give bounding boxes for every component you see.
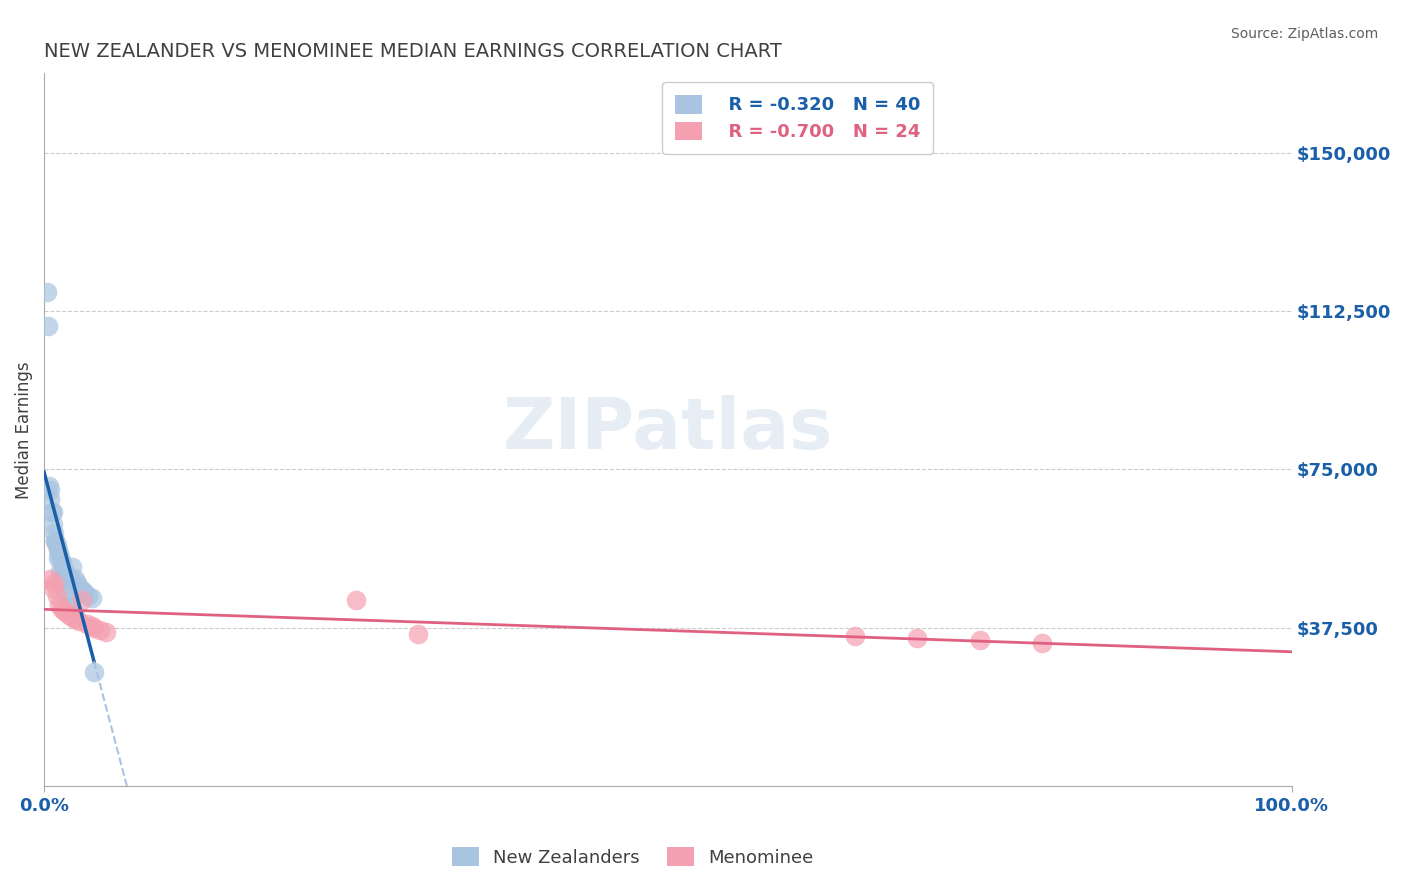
Point	[58, 608, 80, 623]
Point	[67, 615, 90, 629]
Point	[51, 555, 73, 569]
Point	[42, 581, 65, 595]
Point	[49, 551, 72, 566]
Point	[48, 547, 70, 561]
Point	[39, 483, 62, 498]
Point	[76, 589, 98, 603]
Point	[844, 629, 866, 643]
Point	[45, 589, 67, 603]
Point	[55, 568, 77, 582]
Point	[35, 285, 58, 299]
Point	[80, 618, 103, 632]
Point	[969, 633, 991, 648]
Point	[39, 491, 62, 506]
Y-axis label: Median Earnings: Median Earnings	[15, 361, 32, 499]
Point	[39, 572, 62, 586]
Point	[42, 525, 65, 540]
Point	[67, 581, 90, 595]
Point	[42, 505, 65, 519]
Point	[42, 576, 65, 591]
Point	[60, 610, 83, 624]
Point	[1031, 635, 1053, 649]
Point	[46, 551, 69, 566]
Point	[907, 632, 929, 646]
Point	[52, 559, 75, 574]
Point	[51, 601, 73, 615]
Point	[48, 598, 70, 612]
Legend:   R = -0.320   N = 40,   R = -0.700   N = 24: R = -0.320 N = 40, R = -0.700 N = 24	[662, 82, 934, 153]
Point	[53, 604, 76, 618]
Point	[49, 564, 72, 578]
Point	[53, 585, 76, 599]
Legend: New Zealanders, Menominee: New Zealanders, Menominee	[444, 840, 821, 874]
Point	[65, 576, 87, 591]
Point	[42, 517, 65, 532]
Point	[56, 593, 79, 607]
Text: ZIPatlas: ZIPatlas	[503, 395, 832, 464]
Point	[38, 479, 60, 493]
Point	[83, 665, 105, 679]
Point	[41, 505, 63, 519]
Point	[73, 585, 96, 599]
Point	[83, 621, 105, 635]
Point	[44, 534, 66, 549]
Point	[37, 318, 59, 333]
Point	[52, 576, 75, 591]
Point	[59, 599, 82, 614]
Point	[55, 606, 77, 620]
Point	[45, 538, 67, 552]
Point	[70, 582, 93, 597]
Point	[75, 587, 97, 601]
Point	[89, 623, 111, 637]
Text: Source: ZipAtlas.com: Source: ZipAtlas.com	[1230, 27, 1378, 41]
Point	[70, 593, 93, 607]
Point	[96, 625, 118, 640]
Point	[60, 559, 83, 574]
Point	[66, 578, 89, 592]
Point	[80, 591, 103, 606]
Point	[408, 627, 430, 641]
Point	[46, 542, 69, 557]
Point	[56, 570, 79, 584]
Point	[44, 534, 66, 549]
Point	[53, 564, 76, 578]
Point	[344, 593, 367, 607]
Point	[63, 606, 86, 620]
Text: NEW ZEALANDER VS MENOMINEE MEDIAN EARNINGS CORRELATION CHART: NEW ZEALANDER VS MENOMINEE MEDIAN EARNIN…	[44, 42, 782, 61]
Point	[53, 566, 76, 580]
Point	[65, 572, 87, 586]
Point	[76, 616, 98, 631]
Point	[58, 572, 80, 586]
Point	[65, 612, 87, 626]
